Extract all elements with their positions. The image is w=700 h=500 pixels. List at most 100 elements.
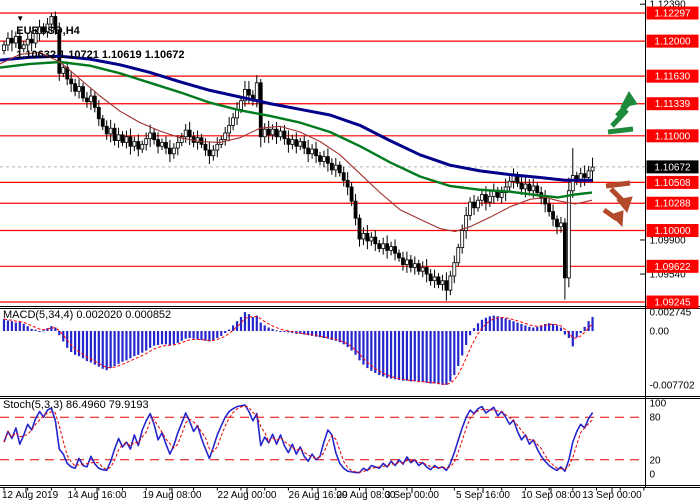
bull-candle[interactable] [262, 128, 267, 138]
bull-candle[interactable] [13, 35, 18, 44]
bear-candle[interactable] [408, 259, 413, 268]
down-trend-arrow-object[interactable] [602, 180, 633, 228]
bull-candle[interactable] [124, 136, 129, 143]
bear-candle[interactable] [207, 149, 212, 157]
bear-candle[interactable] [17, 35, 22, 50]
bear-candle[interactable] [337, 164, 342, 174]
bear-candle[interactable] [483, 194, 488, 203]
bear-candle[interactable] [128, 136, 133, 147]
bear-candle[interactable] [555, 218, 559, 228]
bear-candle[interactable] [120, 134, 125, 143]
bear-candle[interactable] [85, 97, 89, 103]
bear-candle[interactable] [9, 37, 14, 44]
bull-candle[interactable] [160, 142, 164, 147]
bull-candle[interactable] [278, 130, 283, 138]
bear-candle[interactable] [81, 86, 85, 99]
bear-candle[interactable] [563, 222, 567, 279]
stochastic-panel[interactable] [0, 404, 645, 474]
candlestick-series[interactable] [2, 11, 595, 301]
ma-red-fast[interactable] [0, 51, 593, 233]
bull-candle[interactable] [270, 128, 275, 136]
bull-candle[interactable] [468, 201, 473, 216]
bull-candle[interactable] [464, 214, 469, 231]
bull-candle[interactable] [440, 280, 445, 285]
bull-candle[interactable] [243, 89, 247, 102]
price-axis[interactable]: 1.12390 1.09900 1.09540 1.12297 1.12000 1.116… [640, 0, 699, 481]
bear-candle[interactable] [535, 185, 540, 194]
bear-candle[interactable] [246, 89, 251, 96]
bull-candle[interactable] [448, 275, 453, 291]
bear-candle[interactable] [69, 78, 74, 85]
bull-candle[interactable] [61, 67, 66, 74]
bull-candle[interactable] [171, 147, 176, 155]
bull-candle[interactable] [322, 156, 326, 162]
bear-candle[interactable] [286, 138, 291, 145]
bull-candle[interactable] [480, 194, 484, 201]
bull-candle[interactable] [290, 139, 295, 145]
bear-candle[interactable] [365, 232, 370, 242]
horizontal-level-lines[interactable] [0, 12, 645, 303]
bear-candle[interactable] [187, 129, 192, 138]
bear-candle[interactable] [73, 83, 77, 92]
bear-candle[interactable] [357, 217, 362, 240]
bull-candle[interactable] [432, 276, 437, 282]
bear-candle[interactable] [318, 155, 322, 162]
bull-candle[interactable] [452, 262, 457, 277]
bear-candle[interactable] [582, 173, 587, 178]
bear-candle[interactable] [547, 203, 551, 212]
bull-candle[interactable] [239, 100, 243, 110]
bear-candle[interactable] [112, 127, 117, 141]
bull-candle[interactable] [566, 190, 571, 279]
bull-candle[interactable] [175, 142, 180, 149]
bull-candle[interactable] [507, 180, 512, 188]
bull-candle[interactable] [108, 127, 113, 135]
bear-candle[interactable] [282, 130, 287, 140]
ma-green-medium[interactable] [0, 60, 593, 199]
bear-candle[interactable] [519, 182, 524, 190]
bear-candle[interactable] [29, 38, 34, 44]
bear-candle[interactable] [306, 147, 311, 155]
bull-candle[interactable] [476, 199, 480, 209]
bull-candle[interactable] [183, 129, 188, 138]
bear-candle[interactable] [53, 16, 58, 31]
bull-candle[interactable] [132, 141, 137, 147]
bull-candle[interactable] [456, 247, 461, 264]
bear-candle[interactable] [203, 143, 208, 151]
bear-candle[interactable] [104, 125, 109, 135]
bull-candle[interactable] [298, 141, 303, 147]
bear-candle[interactable] [428, 273, 433, 282]
bull-candle[interactable] [195, 137, 200, 143]
bear-candle[interactable] [551, 211, 555, 220]
bull-candle[interactable] [369, 236, 374, 242]
bear-candle[interactable] [436, 276, 441, 285]
bear-candle[interactable] [156, 139, 160, 147]
bear-candle[interactable] [302, 141, 307, 149]
bear-candle[interactable] [266, 128, 271, 136]
bull-candle[interactable] [25, 38, 30, 46]
bear-candle[interactable] [393, 246, 397, 254]
bear-candle[interactable] [152, 132, 157, 141]
bear-candle[interactable] [401, 257, 405, 266]
bear-candle[interactable] [385, 243, 390, 251]
bull-candle[interactable] [21, 44, 26, 50]
bull-candle[interactable] [586, 170, 591, 178]
ma-blue-slow[interactable] [0, 54, 592, 182]
bear-candle[interactable] [345, 179, 350, 188]
bull-candle[interactable] [404, 259, 409, 266]
bull-candle[interactable] [503, 186, 508, 194]
bull-candle[interactable] [531, 185, 536, 192]
bull-candle[interactable] [45, 23, 50, 33]
bear-candle[interactable] [373, 236, 378, 245]
bear-candle[interactable] [96, 107, 101, 120]
bull-candle[interactable] [215, 143, 220, 151]
bear-candle[interactable] [527, 183, 532, 192]
bear-candle[interactable] [353, 200, 358, 219]
bull-candle[interactable] [499, 192, 504, 198]
bull-candle[interactable] [231, 117, 236, 126]
bull-candle[interactable] [37, 26, 42, 34]
bear-candle[interactable] [444, 280, 449, 291]
bear-candle[interactable] [258, 82, 263, 138]
bear-candle[interactable] [314, 148, 318, 157]
bear-candle[interactable] [349, 186, 354, 202]
